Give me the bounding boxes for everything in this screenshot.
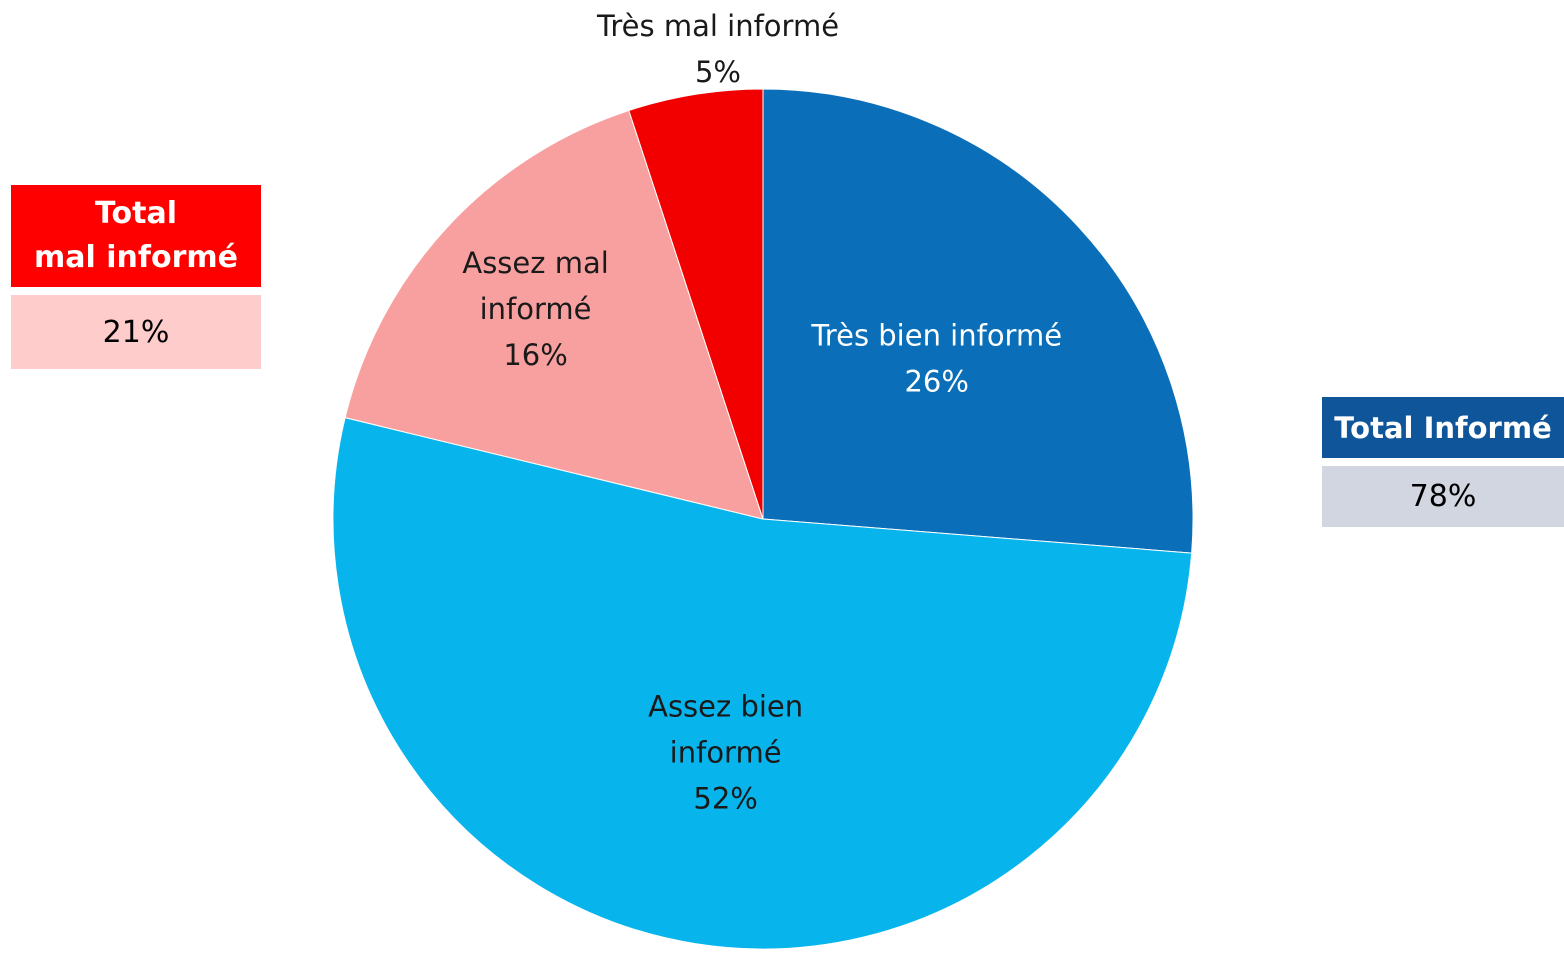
total-informe-value: 78% — [1322, 466, 1564, 527]
slice-label: Très bien informé 26% — [810, 319, 1062, 399]
pie-slice — [628, 88, 764, 520]
pie-slice — [762, 88, 1194, 554]
slice-label: Assez bien informé 52% — [648, 690, 803, 816]
pie-slice — [332, 417, 1193, 950]
total-mal-informe-title: Total mal informé — [11, 185, 261, 287]
slice-label: Très mal informé 5% — [596, 9, 839, 89]
total-mal-informe-box: Total mal informé 21% — [11, 185, 261, 369]
total-mal-informe-value: 21% — [11, 295, 261, 369]
total-informe-box: Total Informé 78% — [1322, 397, 1564, 527]
total-informe-title: Total Informé — [1322, 397, 1564, 458]
slice-label: Assez mal informé 16% — [462, 246, 608, 372]
pie-slice — [344, 109, 764, 520]
